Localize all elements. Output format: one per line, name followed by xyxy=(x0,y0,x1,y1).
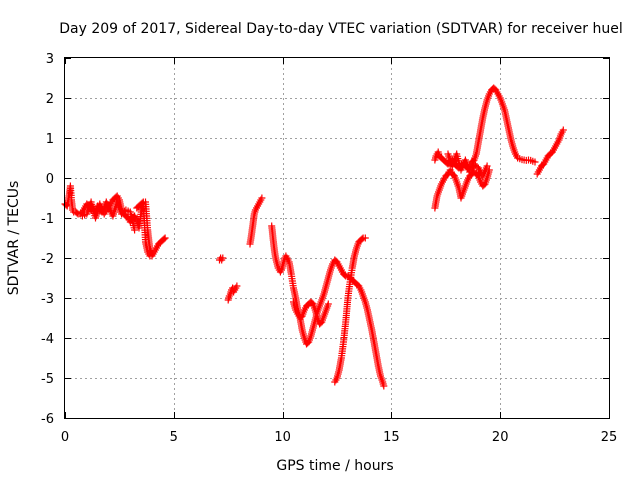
y-tick-label: -3 xyxy=(41,292,54,307)
data-point xyxy=(531,158,539,166)
y-tick-labels: -6 -5 -4 -3 -2 -1 0 1 2 3 xyxy=(41,52,54,427)
x-tick-label: 0 xyxy=(61,430,69,445)
data-point xyxy=(380,382,388,390)
data-point xyxy=(559,126,567,134)
data-point xyxy=(161,234,169,242)
y-tick-label: 3 xyxy=(46,52,54,67)
data-point xyxy=(483,162,491,170)
x-tick-labels: 0 5 10 15 20 25 xyxy=(61,430,617,445)
y-tick-label: -5 xyxy=(41,372,54,387)
data-point xyxy=(258,194,266,202)
data-point xyxy=(219,254,227,262)
data-point xyxy=(361,234,369,242)
y-axis-title: SDTVAR / TECUs xyxy=(6,181,22,296)
y-tick-label: 1 xyxy=(46,132,54,147)
plot-frame xyxy=(64,57,610,419)
data-point xyxy=(341,271,349,279)
data-point xyxy=(131,226,139,234)
y-tick-label: 2 xyxy=(46,92,54,107)
x-tick-label: 5 xyxy=(170,430,178,445)
data-point xyxy=(160,235,168,243)
x-tick-label: 10 xyxy=(274,430,291,445)
y-tick-label: -1 xyxy=(41,212,54,227)
chart-title: Day 209 of 2017, Sidereal Day-to-day VTE… xyxy=(59,21,622,37)
x-tick-label: 20 xyxy=(492,430,509,445)
data-point xyxy=(148,250,156,258)
data-points xyxy=(61,84,567,390)
y-tick-label: -4 xyxy=(41,332,54,347)
x-tick-label: 25 xyxy=(601,430,618,445)
data-point xyxy=(324,300,332,308)
y-tick-label: -6 xyxy=(41,412,54,427)
data-point xyxy=(138,199,146,207)
y-tick-label: 0 xyxy=(46,172,54,187)
y-tick-label: -2 xyxy=(41,252,54,267)
x-axis-title: GPS time / hours xyxy=(276,458,393,474)
x-tick-label: 15 xyxy=(383,430,400,445)
data-point xyxy=(233,282,241,290)
data-point xyxy=(358,235,366,243)
